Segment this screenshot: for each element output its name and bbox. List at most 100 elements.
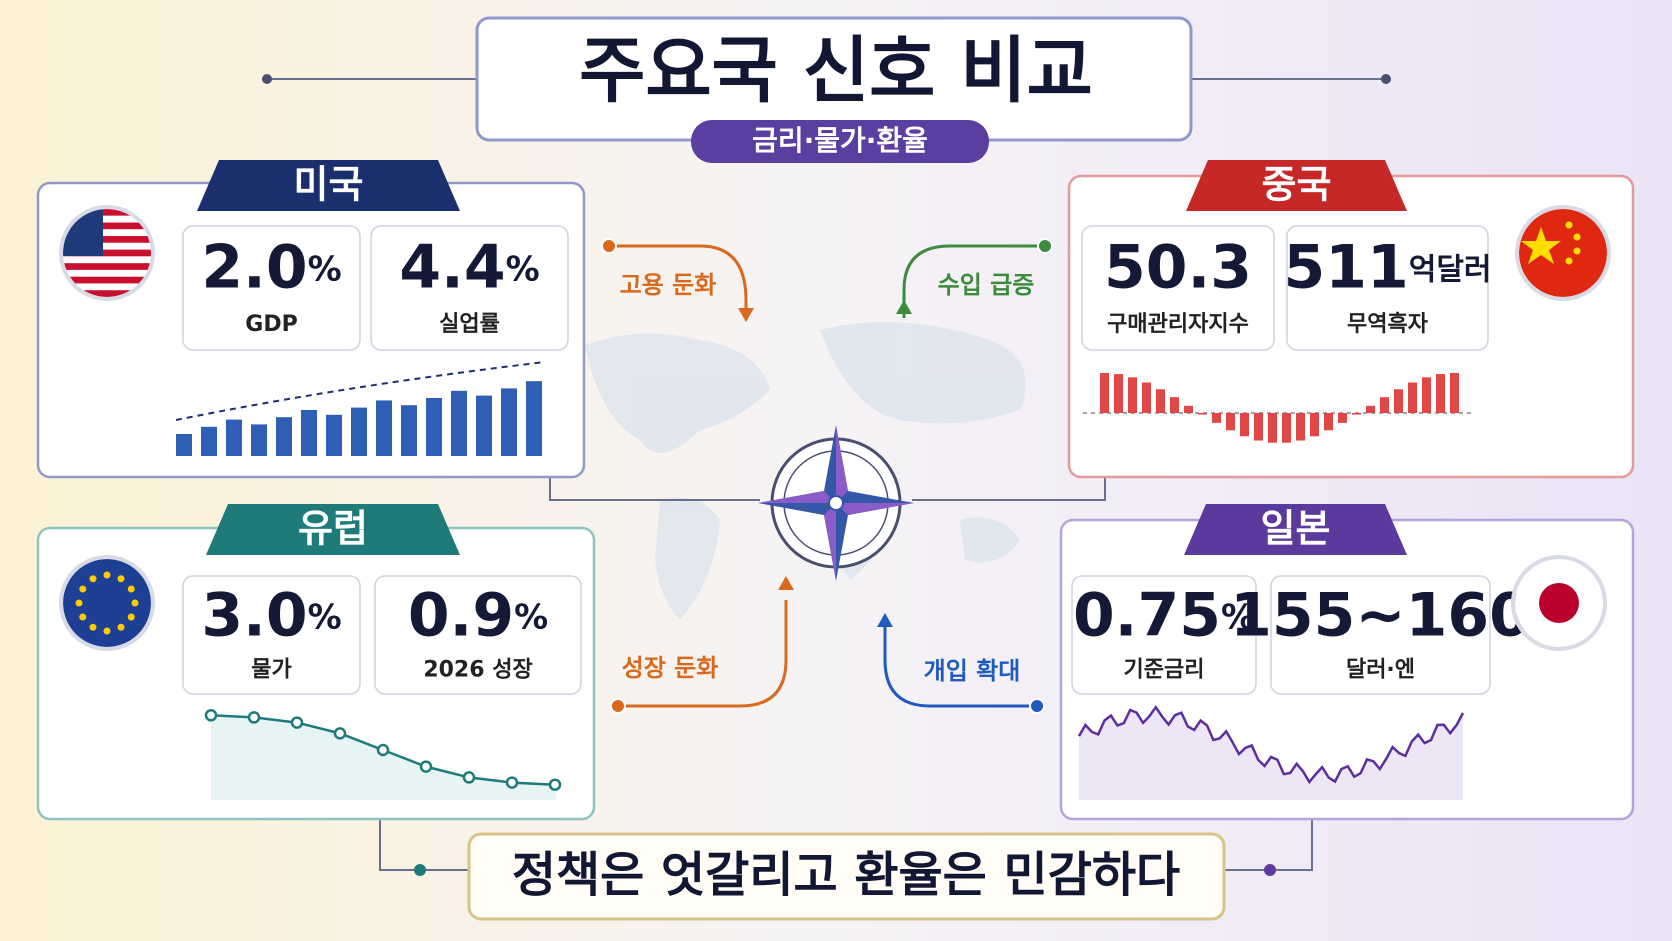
flag-ring [1511, 555, 1607, 651]
signal-arrow-head [896, 300, 912, 314]
signal-arrow [883, 625, 1037, 708]
stat-box [1081, 225, 1275, 351]
decor-bar [1212, 413, 1221, 423]
subtitle: 금리·물가·환율 [752, 124, 928, 157]
decor-bar [1128, 377, 1137, 413]
decor-bar [1310, 413, 1319, 437]
decor-dot [290, 716, 304, 729]
decor-bar [276, 417, 292, 456]
flag-star [103, 627, 111, 635]
decor-dot [376, 743, 390, 757]
decor-charts [175, 361, 1475, 800]
decor-dot [419, 760, 433, 773]
title: 주요국 신호 비교 [579, 29, 1093, 113]
decor-bar [1142, 382, 1151, 413]
stat-value: 3.0% [201, 580, 341, 650]
flag-stripe [63, 269, 151, 277]
flag [59, 555, 155, 651]
flag-small-star [1573, 233, 1581, 241]
flag-small-star [1565, 257, 1573, 265]
compass [758, 425, 914, 581]
country-tab [1186, 160, 1407, 211]
signal-arrow [618, 600, 788, 708]
decor-dot [505, 776, 519, 789]
stat-label: 실업률 [439, 312, 500, 337]
decor-bar [1100, 373, 1109, 413]
signal-dot [1029, 698, 1045, 714]
decor-bar [326, 414, 342, 456]
flag-star [103, 571, 111, 579]
flag-ring [59, 205, 155, 301]
flag [1515, 205, 1611, 301]
decor-dot [204, 709, 218, 722]
flag-stripe [63, 215, 151, 223]
decor-bar [1408, 382, 1417, 413]
country-tab [1184, 504, 1407, 555]
signal-arrow-head [877, 613, 893, 627]
stat-number: 0.9 [408, 580, 514, 650]
country-name: 일본 [1261, 507, 1331, 551]
decor-bar [401, 405, 417, 456]
signal-label: 개입 확대 [924, 657, 1021, 685]
signal-label: 수입 급증 [938, 271, 1035, 299]
flag-star [75, 599, 83, 607]
footer-box [467, 832, 1226, 921]
signal-dot [601, 238, 617, 254]
flag-star [127, 613, 135, 621]
decor-bar [201, 426, 217, 456]
decor-bar [226, 419, 242, 456]
decor-bar [1436, 374, 1445, 413]
stat-number: 50.3 [1104, 232, 1252, 302]
stat-value: 0.9% [408, 580, 548, 650]
stat-unit: % [506, 249, 540, 289]
decor-dot [247, 711, 261, 724]
stat-box [182, 225, 361, 351]
flag-star [89, 623, 97, 631]
decor-dot [462, 771, 476, 784]
flag-star [131, 599, 139, 607]
signal-arrow [902, 244, 1045, 318]
stat-unit: % [308, 597, 342, 637]
signal-arrow-head [738, 308, 754, 322]
decor-bar [1114, 374, 1123, 413]
country-name: 미국 [294, 163, 364, 207]
stat-label: 무역흑자 [1347, 312, 1429, 337]
decor-bar [1156, 389, 1165, 413]
decor-bar [251, 424, 267, 456]
stat-box [182, 575, 361, 695]
flag-ring [59, 555, 155, 651]
decor-dot [333, 727, 347, 740]
decor-bar [1422, 377, 1431, 413]
flag-small-star [1565, 221, 1573, 229]
flag-stripe [63, 222, 151, 230]
flag-star [1521, 227, 1561, 264]
decor-trend [175, 361, 546, 421]
stat-label: 기준금리 [1124, 657, 1205, 682]
stat-unit: 억달러 [1409, 252, 1492, 287]
flag-disc [1539, 583, 1579, 623]
decor-bar [501, 388, 517, 456]
decor-bar [1338, 413, 1347, 423]
stat-value: 2.0% [201, 232, 341, 302]
decor-bar [176, 434, 192, 456]
country-name: 중국 [1262, 163, 1332, 207]
decor-bar [1296, 413, 1305, 441]
stat-label: 2026 성장 [423, 657, 532, 682]
flag-body [63, 559, 151, 647]
flag-star [117, 575, 125, 583]
stat-value: 511억달러 [1283, 232, 1491, 302]
decor-bar [526, 381, 542, 456]
flag [1511, 555, 1607, 651]
flag-stripe [63, 276, 151, 284]
signal-arrow [609, 244, 748, 318]
decor-bar [476, 395, 492, 456]
stat-number: 3.0 [201, 580, 307, 650]
decor-bar [1226, 413, 1235, 431]
signal-dot [610, 698, 626, 714]
stat-box [374, 575, 582, 695]
flag-stripe [63, 256, 151, 264]
stat-box [1270, 575, 1491, 695]
decor-bar [1366, 405, 1375, 413]
flag-body [1519, 209, 1607, 297]
stat-box [1071, 575, 1257, 695]
